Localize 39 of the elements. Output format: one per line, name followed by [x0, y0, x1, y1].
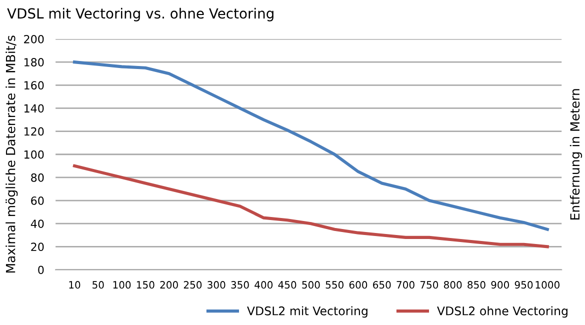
- x-tick-label: 450: [278, 281, 296, 289]
- x-tick-label: 150: [136, 281, 154, 289]
- y-tick-label: 40: [30, 220, 44, 228]
- y-axis-title: Maximal mögliche Datenrate in MBit/s: [6, 36, 18, 273]
- x-tick-label: 300: [208, 281, 226, 289]
- line-series: [72, 60, 549, 231]
- x-tick-label: 200: [160, 281, 178, 289]
- x-tick-label: 850: [468, 281, 486, 289]
- y-tick-label: 0: [38, 266, 44, 274]
- x-tick-label: 750: [420, 281, 438, 289]
- x-tick-label: 100: [113, 281, 131, 289]
- legend-label: VDSL2 mit Vectoring: [247, 306, 368, 318]
- x-tick-label: 600: [349, 281, 368, 289]
- x-tick-label: 400: [254, 281, 273, 289]
- y-tick-label: 140: [24, 104, 44, 113]
- y2-axis-title: Entfernung in Metern: [570, 89, 582, 220]
- x-tick-label: 500: [302, 281, 320, 289]
- x-tick-label: 900: [491, 281, 509, 289]
- x-tick-label: 350: [231, 281, 249, 289]
- legend-label: VDSL2 ohne Vectoring: [437, 306, 568, 318]
- x-tick-label: 950: [514, 281, 533, 289]
- x-tick-label: 650: [373, 281, 391, 289]
- line-series: [72, 164, 549, 248]
- y-tick-label: 20: [31, 242, 44, 252]
- x-tick-label: 10: [69, 281, 80, 289]
- x-tick-label: 700: [396, 281, 414, 289]
- y-tick-label: 200: [24, 34, 44, 44]
- y-tick-label: 120: [24, 127, 44, 136]
- y-tick-label: 180: [24, 58, 44, 66]
- x-tick-label: 1000: [536, 281, 560, 289]
- x-tick-label: 550: [326, 281, 344, 289]
- chart-title: VDSL mit Vectoring vs. ohne Vectoring: [7, 8, 274, 22]
- y-tick-label: 60: [31, 196, 44, 205]
- y-tick-label: 160: [24, 81, 44, 90]
- y-tick-label: 100: [24, 150, 44, 159]
- x-tick-label: 800: [444, 281, 462, 289]
- x-tick-label: 50: [92, 281, 104, 289]
- x-tick-label: 250: [184, 281, 202, 289]
- y-tick-label: 80: [31, 173, 44, 182]
